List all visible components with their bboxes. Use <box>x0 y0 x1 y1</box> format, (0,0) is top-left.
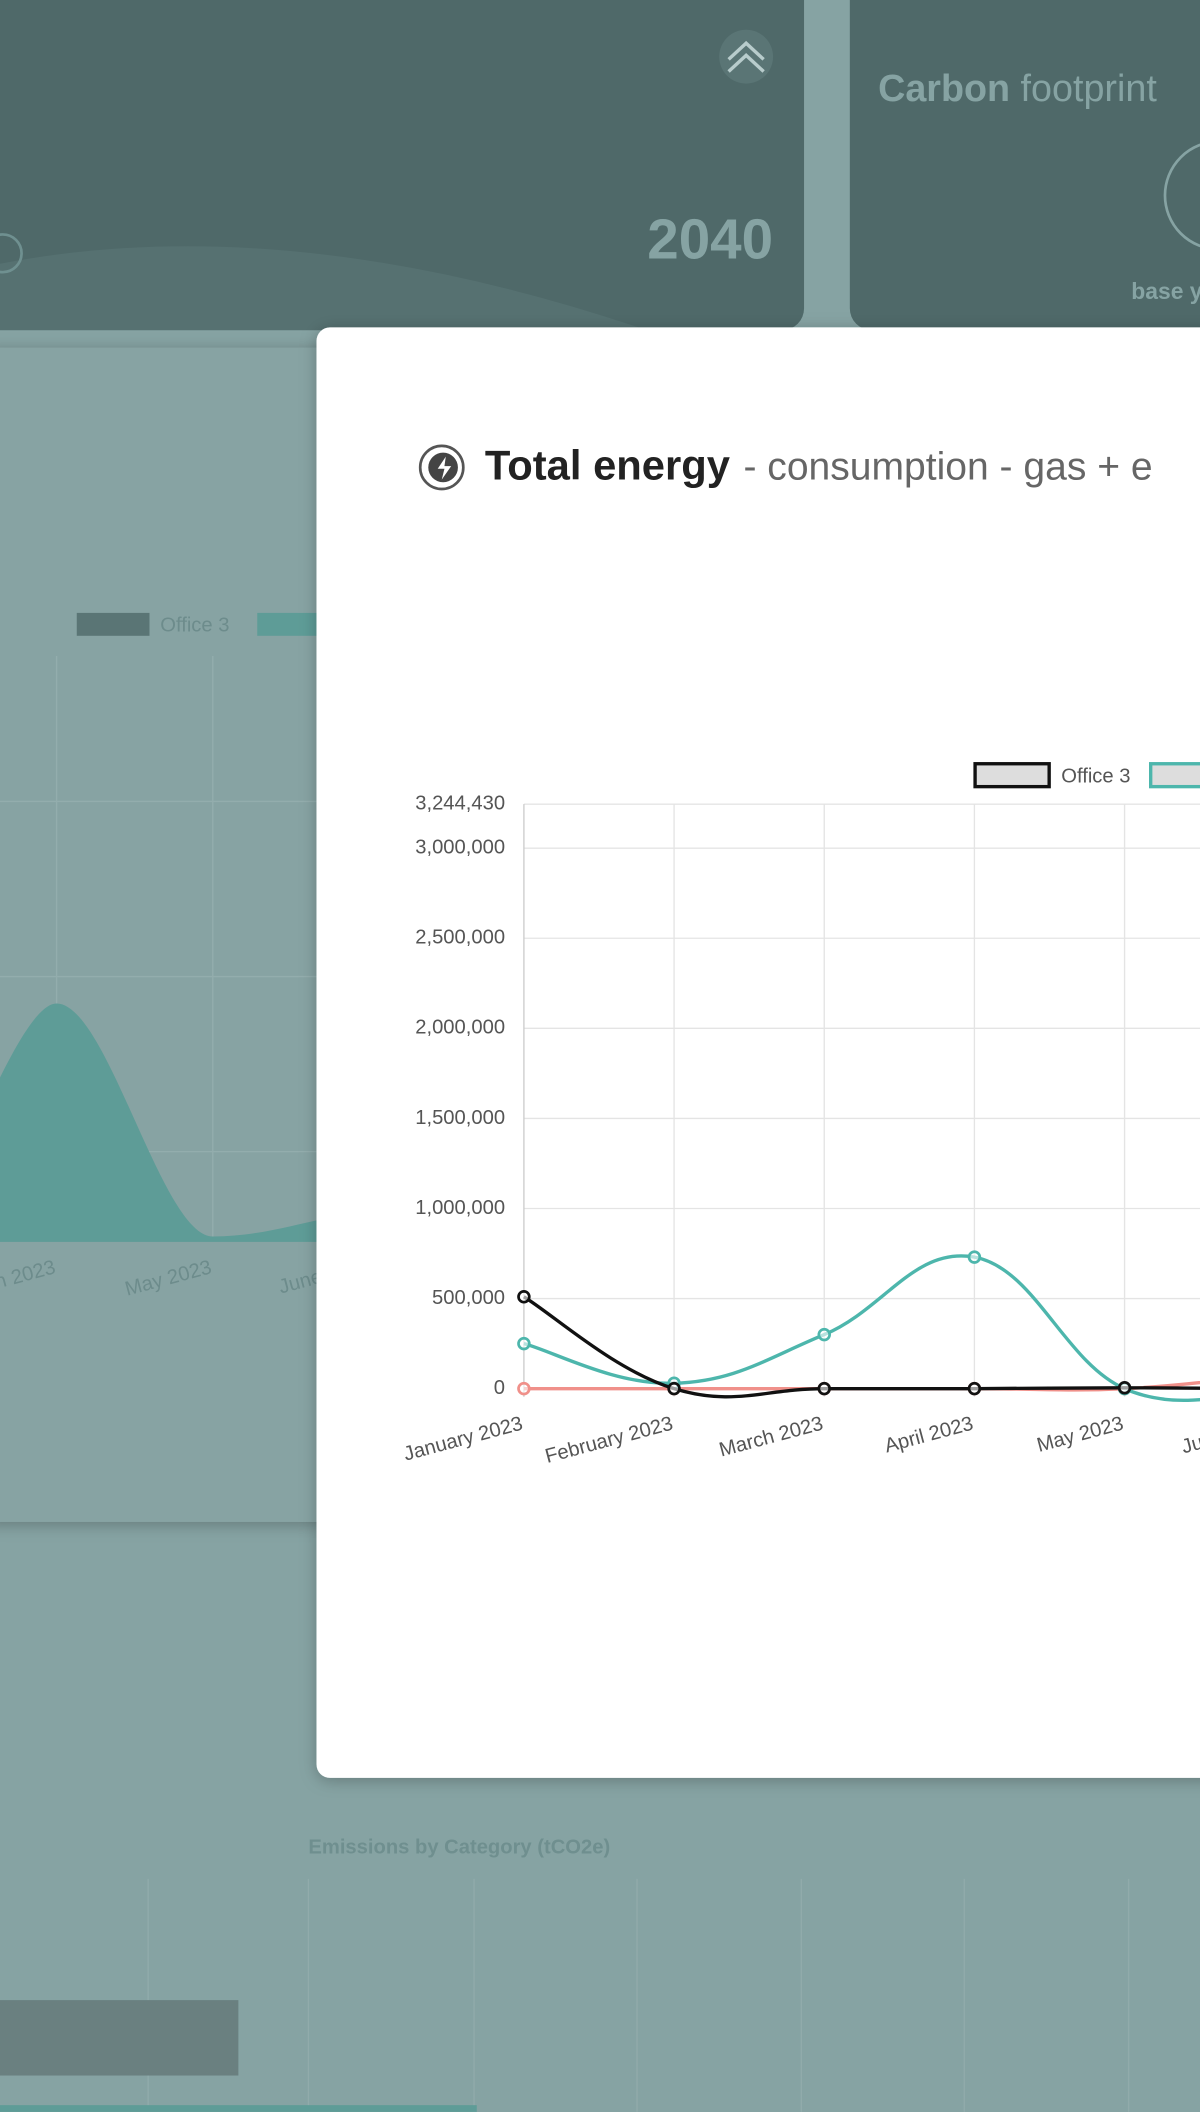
bg-bar <box>0 2105 477 2112</box>
series-line <box>523 1254 1200 1402</box>
y-tick-label: 1,000,000 <box>415 1197 505 1219</box>
data-point <box>817 1381 831 1396</box>
carbon-title-bold: Carbon <box>878 67 1010 109</box>
target-year: 2040 <box>647 208 773 271</box>
data-point <box>667 1381 681 1396</box>
y-tick-label: 1,500,000 <box>415 1107 505 1129</box>
legend-swatch <box>973 762 1051 789</box>
gauge <box>1163 143 1200 248</box>
data-point <box>1117 1381 1132 1395</box>
emissions-title: Emissions by Category (tCO2e) <box>308 1836 610 1858</box>
modal <box>316 327 1200 1778</box>
data-point <box>817 1327 831 1342</box>
icon-glyph <box>727 40 765 73</box>
data-point <box>517 1336 531 1351</box>
title-icon-bolt <box>437 456 452 480</box>
series-line <box>523 1295 1200 1399</box>
card-icon <box>0 233 23 274</box>
card-wave <box>0 246 647 331</box>
y-tick-label: 3,244,430 <box>415 792 505 814</box>
carbon-card <box>849 0 1200 331</box>
y-tick-label: 500,000 <box>432 1287 505 1309</box>
carbon-title: Carbon footprint <box>878 67 1157 109</box>
legend-swatch <box>1149 762 1200 789</box>
emissions-grid <box>147 1878 1130 2112</box>
modal-title-bold: Total energy <box>485 442 730 489</box>
bg-legend-swatch <box>257 612 330 636</box>
y-tick-label: 3,000,000 <box>415 837 505 859</box>
carbon-title-light: footprint <box>1021 67 1158 109</box>
bg-legend-label: Office 3 <box>160 615 229 637</box>
y-tick-label: 2,500,000 <box>415 927 505 949</box>
data-point <box>517 1290 531 1304</box>
y-tick-label: 0 <box>494 1377 505 1399</box>
modal-title-rest: - consumption - gas + e <box>743 446 1152 489</box>
data-point <box>517 1381 531 1396</box>
data-point <box>967 1381 982 1396</box>
modal-title: Total energy - consumption - gas + e <box>485 442 1153 489</box>
legend-label: Office 3 <box>1061 766 1130 788</box>
carbon-caption: base y <box>1131 278 1200 304</box>
y-tick-label: 2,000,000 <box>415 1017 505 1039</box>
bg-legend-swatch <box>76 612 150 636</box>
bg-area <box>0 1003 324 1242</box>
data-point <box>967 1250 982 1264</box>
bg-bar <box>0 2000 239 2076</box>
